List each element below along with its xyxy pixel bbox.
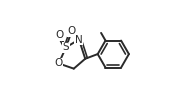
Text: O: O — [68, 26, 76, 36]
Text: S: S — [63, 42, 69, 52]
Text: N: N — [75, 35, 83, 45]
Text: O: O — [55, 58, 63, 68]
Text: O: O — [56, 30, 64, 40]
